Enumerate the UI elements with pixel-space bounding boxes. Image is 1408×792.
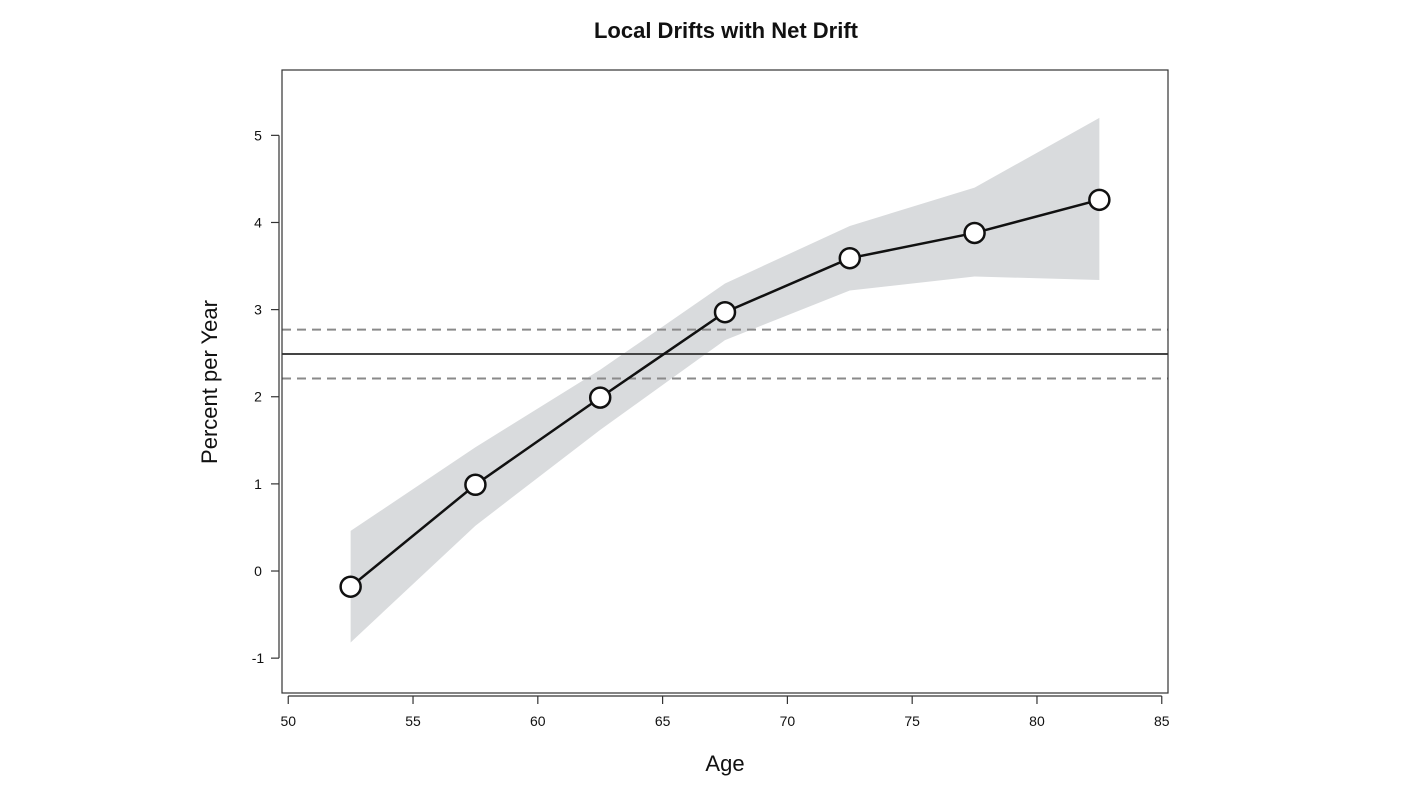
confidence-band [350,117,1100,643]
x-tick-label: 50 [280,713,296,729]
data-point [1088,188,1111,212]
x-tick-label: 85 [1154,713,1170,729]
x-tick-label: 80 [1029,713,1045,729]
y-tick-label: 0 [254,563,262,579]
x-tick-label: 60 [530,713,546,729]
y-tick-label: 2 [254,389,262,405]
y-tick-label: 1 [254,476,262,492]
data-point [963,221,986,245]
y-axis-label: Percent per Year [197,300,222,464]
x-tick-label: 75 [904,713,920,729]
data-point [713,300,737,324]
data-point [339,575,362,598]
y-tick-label: 5 [254,127,262,143]
y-tick-label: 3 [254,302,262,318]
x-tick-label: 65 [655,713,671,729]
y-tick-label: 4 [254,214,262,230]
data-point [838,246,862,270]
plot-frame [281,69,1169,694]
chart-title: Local Drifts with Net Drift [594,18,859,43]
data-point [464,473,487,497]
data-point [588,386,612,409]
x-axis-label: Age [705,751,744,776]
x-tick-label: 55 [405,713,421,729]
x-tick-label: 70 [780,713,796,729]
y-tick-label: -1 [252,650,265,666]
